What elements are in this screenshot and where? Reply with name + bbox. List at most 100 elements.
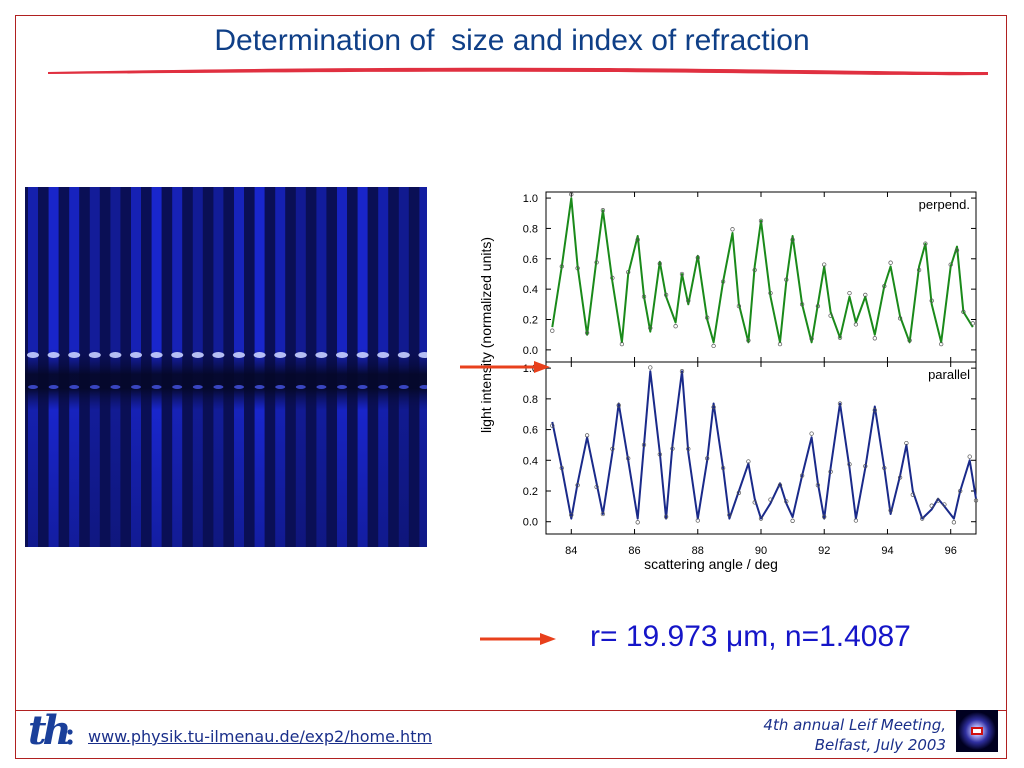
data-point — [777, 483, 783, 488]
x-tick-label: 96 — [945, 545, 957, 557]
data-point — [799, 473, 805, 478]
data-point — [610, 275, 615, 281]
panel-label: perpend. — [919, 197, 970, 212]
y-tick-label: 0.0 — [523, 517, 538, 529]
data-point — [648, 325, 653, 331]
data-point — [648, 365, 653, 370]
data-point — [847, 290, 852, 296]
data-point — [784, 277, 789, 282]
fringe-dot — [294, 352, 307, 358]
fringe-dot — [47, 352, 60, 358]
fringe-dot — [28, 385, 38, 389]
fringe-dot — [89, 385, 100, 389]
fringe-dot — [377, 352, 390, 358]
fringe-dot — [68, 352, 81, 358]
fringe-dot — [109, 352, 122, 358]
x-tick-label: 94 — [881, 545, 893, 557]
data-point — [935, 498, 941, 503]
data-point — [641, 442, 647, 448]
data-point — [897, 316, 903, 321]
tu-ilmenau-th-logo-icon: th — [28, 707, 72, 754]
data-point — [559, 264, 564, 269]
data-point — [967, 454, 972, 459]
fringe-dot — [337, 385, 347, 389]
fringe-dot — [418, 352, 427, 358]
data-point — [954, 248, 960, 253]
data-point — [730, 227, 735, 232]
data-point — [777, 341, 783, 347]
data-point — [790, 518, 795, 523]
data-point — [594, 260, 599, 265]
right-arrow-icon — [460, 361, 550, 373]
series-line-1 — [551, 370, 977, 520]
data-point — [815, 483, 821, 488]
data-point — [727, 512, 732, 518]
data-point — [847, 462, 852, 467]
fringe-dot — [234, 385, 244, 389]
data-point — [686, 446, 691, 452]
data-point — [920, 516, 925, 521]
fringe-dot — [212, 352, 225, 358]
panel-label: parallel — [928, 367, 970, 382]
data-point — [746, 338, 751, 343]
footer-meeting-line2: Belfast, July 2003 — [814, 736, 946, 754]
data-point — [686, 298, 691, 303]
y-axis-label: light intensity (normalized units) — [478, 237, 494, 433]
x-tick-label: 92 — [818, 545, 830, 557]
data-point — [679, 369, 685, 374]
data-point — [711, 404, 716, 410]
fringe-dot — [398, 385, 409, 389]
data-point — [635, 237, 640, 242]
data-point — [569, 192, 574, 197]
data-point — [853, 322, 859, 327]
fringe-dot — [315, 352, 328, 358]
leif-conference-logo-icon — [956, 710, 998, 752]
fringe-dot — [253, 352, 266, 358]
data-point — [616, 403, 621, 408]
y-tick-label: 0.4 — [523, 455, 538, 467]
x-axis-label: scattering angle / deg — [644, 556, 778, 572]
data-point — [897, 475, 903, 480]
data-point — [584, 330, 590, 336]
data-point — [970, 321, 975, 326]
data-point — [600, 511, 606, 517]
data-point — [809, 431, 814, 436]
data-point — [679, 271, 685, 277]
footer-website-link[interactable]: www.physik.tu-ilmenau.de/exp2/home.htm — [88, 727, 433, 746]
fringe-dot — [316, 385, 327, 389]
data-point — [752, 267, 757, 273]
data-point — [657, 452, 662, 457]
fringe-dot — [151, 385, 162, 389]
y-tick-label: 0.6 — [523, 254, 538, 266]
data-point — [961, 309, 966, 315]
fringe-bright-dots — [27, 352, 427, 389]
y-tick-label: 0.8 — [523, 394, 538, 406]
fringe-dot — [69, 385, 80, 389]
data-point — [600, 208, 606, 213]
footer-divider — [15, 710, 1007, 711]
scattering-fringe-image — [25, 187, 427, 547]
fringe-dot — [357, 385, 368, 389]
data-point — [758, 516, 764, 521]
x-tick-label: 88 — [692, 545, 704, 557]
data-point — [973, 498, 979, 503]
y-tick-label: 0.6 — [523, 425, 538, 437]
fringe-dot — [336, 352, 348, 358]
fit-result: r= 19.973 μm, n=1.4087 — [590, 620, 911, 653]
data-point — [705, 315, 710, 320]
data-point — [736, 303, 742, 309]
fringe-dot — [48, 385, 59, 389]
data-point — [863, 292, 868, 298]
fringe-dot — [171, 352, 184, 358]
fringe-dot — [88, 352, 101, 358]
data-point — [948, 262, 953, 267]
fringe-dot — [27, 352, 39, 358]
logo-dots — [67, 729, 73, 745]
data-point — [610, 446, 615, 452]
data-point — [695, 518, 700, 523]
data-point — [822, 514, 827, 519]
data-point — [784, 499, 789, 504]
fringe-dot — [274, 352, 287, 358]
data-point — [670, 446, 675, 451]
data-point — [910, 492, 915, 497]
